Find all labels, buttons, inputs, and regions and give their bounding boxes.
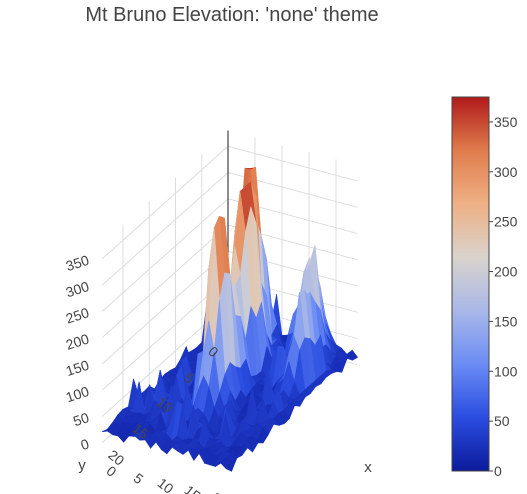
x-tick-label: 20 <box>208 489 230 494</box>
x-tick-label: 10 <box>154 475 176 494</box>
y-tick-label: 20 <box>105 446 127 468</box>
colorbar-tick-label: 200 <box>494 264 518 280</box>
z-tick-label: 0 <box>79 435 92 453</box>
colorbar-tick-label: 300 <box>494 164 518 180</box>
z-tick-label: 250 <box>64 304 91 327</box>
x-axis-title: x <box>364 459 372 476</box>
colorbar-tick-label: 100 <box>494 363 518 379</box>
colorbar-tick-label: 350 <box>494 114 518 130</box>
colorbar: 0 50 100 150 200 250 300 350 <box>451 96 518 479</box>
z-tick-label: 150 <box>64 357 91 380</box>
y-axis-title: y <box>78 457 86 474</box>
chart-title: Mt Bruno Elevation: 'none' theme <box>85 4 379 26</box>
colorbar-tick-label: 0 <box>494 463 502 479</box>
colorbar-tick-label: 250 <box>494 214 518 230</box>
colorbar-tick-label: 50 <box>494 413 510 429</box>
surface-layer <box>101 167 359 472</box>
z-tick-label: 350 <box>64 252 91 275</box>
surface-cell <box>117 434 130 443</box>
colorbar-bar <box>451 96 490 472</box>
z-tick-label: 300 <box>64 278 91 301</box>
z-tick-label: 100 <box>64 383 91 406</box>
z-tick-label: 50 <box>71 409 91 429</box>
z-tick-label: 200 <box>64 330 91 353</box>
x-tick-label: 5 <box>131 470 147 488</box>
surface-cell <box>225 457 238 472</box>
colorbar-tick-label: 150 <box>494 313 518 329</box>
x-tick-label: 15 <box>181 482 203 494</box>
